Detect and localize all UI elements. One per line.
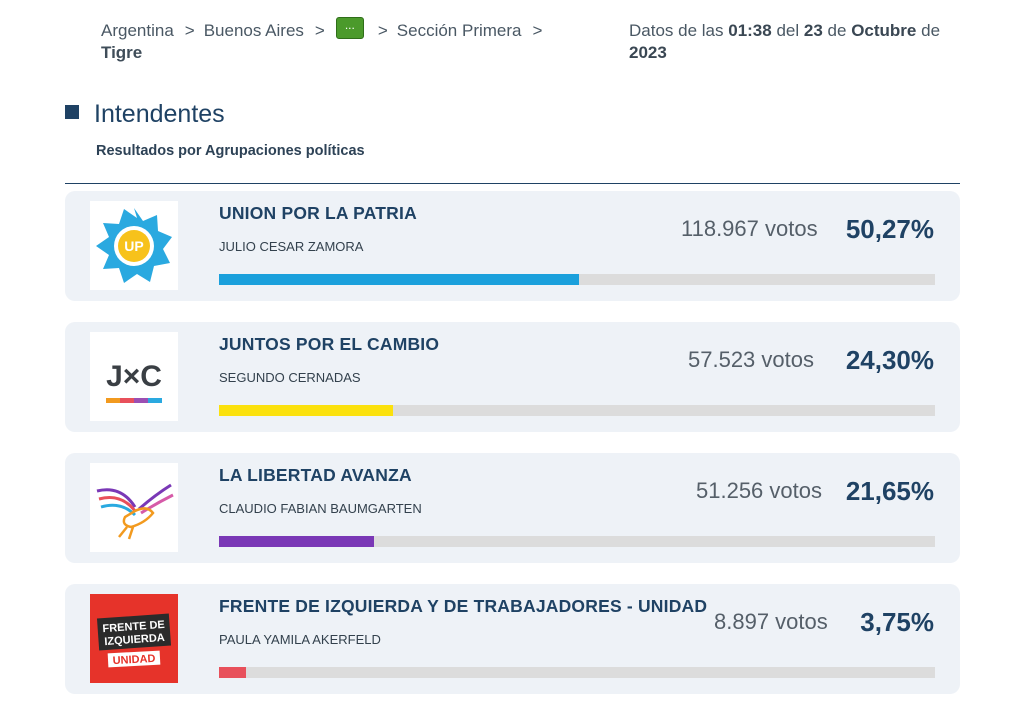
juntos-por-el-cambio-logo: J×C [90,332,178,421]
square-bullet-icon [65,104,79,119]
candidate-name: JULIO CESAR ZAMORA [219,239,364,254]
section-title: Intendentes [94,100,225,128]
frente-de-izquierda-logo: FRENTE DE IZQUIERDA UNIDAD [90,594,178,683]
timestamp-year: 2023 [629,43,667,62]
timestamp-time: 01:38 [728,21,772,40]
vote-percentage: 24,30% [845,345,934,375]
divider [65,183,960,184]
vote-count: 8.897 votos [714,609,828,634]
progress-bar [219,405,935,416]
result-card[interactable]: FRENTE DE IZQUIERDA UNIDAD FRENTE DE IZQ… [65,584,960,694]
la-libertad-avanza-logo [90,463,178,552]
breadcrumb-separator: > [314,21,325,40]
timestamp-prefix: Datos de las [629,21,724,40]
progress-bar [219,536,935,547]
svg-text:IZQUIERDA: IZQUIERDA [104,632,165,648]
candidate-name: PAULA YAMILA AKERFELD [219,632,381,647]
svg-text:UNIDAD: UNIDAD [112,653,155,667]
section-header: Intendentes [65,100,225,129]
breadcrumb-province[interactable]: Buenos Aires [203,21,304,40]
party-name: JUNTOS POR EL CAMBIO [219,334,440,354]
candidate-name: SEGUNDO CERNADAS [219,370,361,385]
svg-text:UP: UP [124,238,143,254]
vote-percentage: 3,75% [860,607,934,637]
party-name: FRENTE DE IZQUIERDA Y DE TRABAJADORES - … [219,596,708,616]
vote-count: 51.256 votos [696,478,822,503]
party-name: LA LIBERTAD AVANZA [219,465,412,485]
breadcrumb-country[interactable]: Argentina [101,21,174,40]
result-card[interactable]: UP UNION POR LA PATRIA JULIO CESAR ZAMOR… [65,191,960,301]
progress-bar-fill [219,667,246,678]
svg-text:J×C: J×C [106,360,162,393]
section-subtitle: Resultados por Agrupaciones políticas [96,143,365,159]
breadcrumb: Argentina > Buenos Aires >... > Sección Prime… [101,16,601,64]
timestamp-text: del [776,21,800,40]
result-card[interactable]: LA LIBERTAD AVANZA CLAUDIO FABIAN BAUMGA… [65,453,960,563]
breadcrumb-section[interactable]: Sección Primera [396,21,522,40]
timestamp-text: de [921,21,941,40]
timestamp-text: de [827,21,847,40]
result-card[interactable]: J×C JUNTOS POR EL CAMBIO SEGUNDO CERNADA… [65,322,960,432]
candidate-name: CLAUDIO FABIAN BAUMGARTEN [219,501,422,516]
progress-bar-fill [219,536,374,547]
svg-text:FRENTE DE: FRENTE DE [102,619,165,635]
union-por-la-patria-logo: UP [90,201,178,290]
progress-bar [219,274,935,285]
data-timestamp: Datos de las 01:38 del 23 de Octubre de … [629,20,949,64]
breadcrumb-separator: > [377,21,388,40]
breadcrumb-separator: > [184,21,195,40]
timestamp-day: 23 [803,21,823,40]
progress-bar-fill [219,405,393,416]
breadcrumb-separator: > [532,21,543,40]
vote-count: 57.523 votos [688,347,814,372]
timestamp-month: Octubre [851,21,917,40]
vote-percentage: 21,65% [845,476,934,506]
progress-bar [219,667,935,678]
vote-count: 118.967 votos [681,216,818,241]
party-name: UNION POR LA PATRIA [219,203,417,223]
breadcrumb-current: Tigre [101,42,143,62]
progress-bar-fill [219,274,579,285]
vote-percentage: 50,27% [845,214,934,244]
breadcrumb-more-button[interactable]: ... [335,16,364,39]
